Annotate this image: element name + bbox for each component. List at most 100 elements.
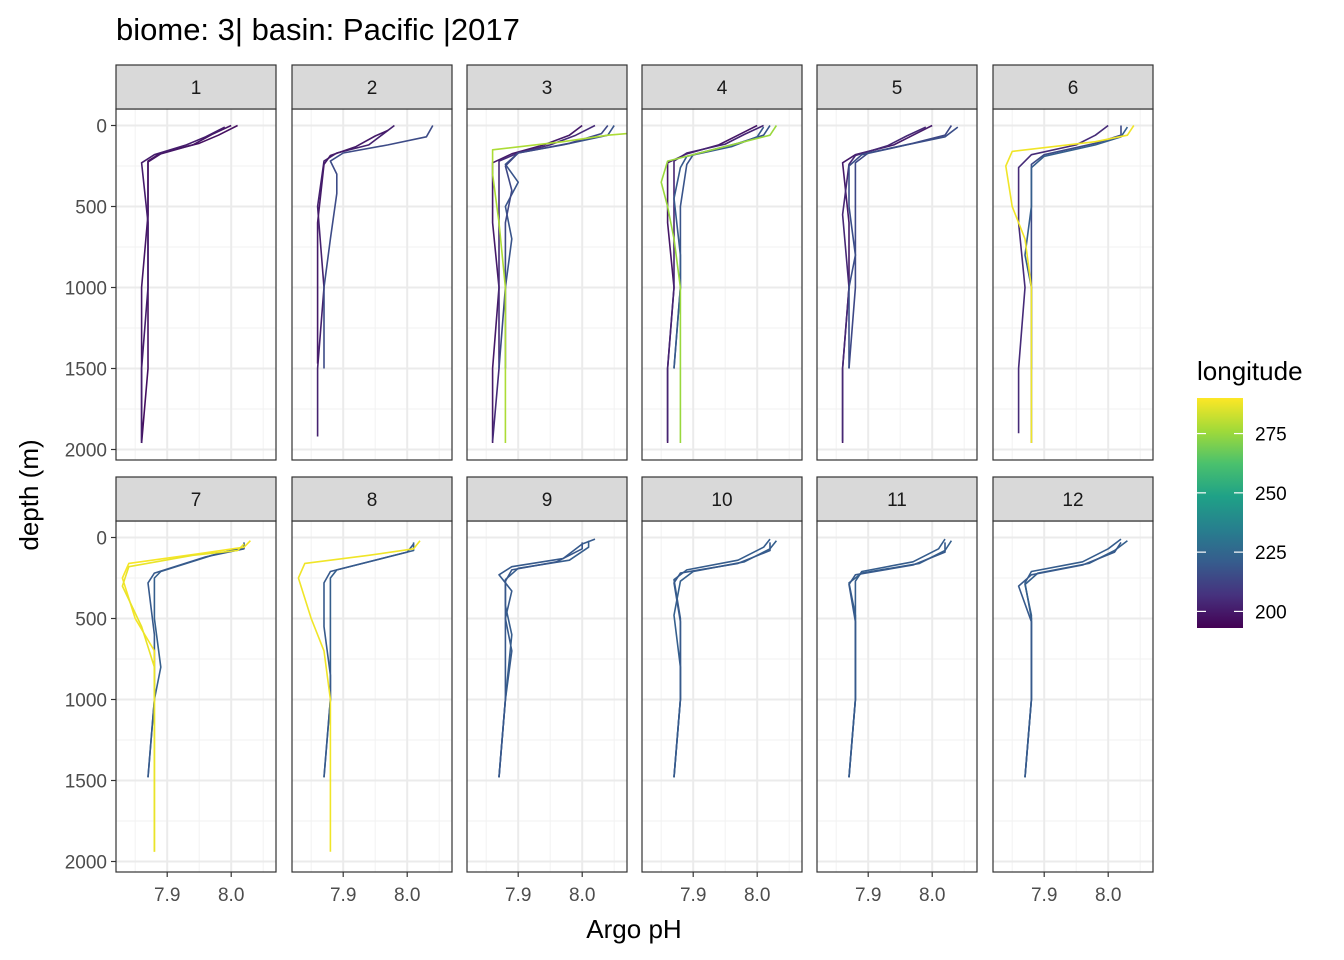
facet-panel-10: 10 7.9 8.0	[641, 476, 803, 906]
facet-strip	[115, 64, 277, 110]
profile-line-8-3	[297, 540, 421, 852]
y-tick-label: 500	[75, 198, 107, 219]
y-tick-label: 2000	[65, 441, 107, 462]
x-axis-title: Argo pH	[586, 914, 681, 944]
panel-background	[116, 109, 276, 460]
facet-strip	[992, 64, 1154, 110]
profile-line-1-3	[140, 126, 226, 443]
x-tick-label: 8.0	[218, 885, 244, 906]
x-tick-label: 7.9	[855, 885, 881, 906]
profile-line-5-4	[848, 126, 959, 369]
y-tick-label: 1500	[65, 772, 107, 793]
profile-line-1-2	[140, 124, 232, 442]
legend-tick-label: 200	[1255, 602, 1287, 623]
profile-line-3-2	[491, 124, 596, 442]
y-tick-label: 1000	[65, 691, 107, 712]
profile-line-11-3	[848, 542, 946, 778]
facet-strip	[291, 64, 453, 110]
panel-background	[116, 521, 276, 872]
facet-panel-12: 12 7.9 8.0	[992, 476, 1154, 906]
facet-strip	[992, 476, 1154, 522]
facet-strip-label: 11	[887, 490, 907, 511]
profile-line-5-2	[841, 126, 927, 442]
panel-background	[292, 521, 452, 872]
profile-line-3-3	[504, 125, 615, 369]
profile-line-2-3	[323, 125, 434, 369]
x-tick-label: 8.0	[569, 885, 595, 906]
facet-strip	[466, 64, 628, 110]
legend-tick-label: 275	[1255, 425, 1287, 446]
panel-background	[817, 521, 977, 872]
facet-strip-label: 2	[367, 78, 378, 99]
facet-strip-label: 12	[1062, 490, 1083, 511]
facet-panel-11: 11 7.9 8.0	[816, 476, 978, 906]
panel-background	[642, 109, 802, 460]
facet-strip	[466, 476, 628, 522]
panel-background	[993, 521, 1153, 872]
facet-strip	[816, 476, 978, 522]
profile-line-10-3	[673, 542, 771, 778]
facet-panel-2: 2	[291, 64, 453, 461]
profile-line-9-3	[498, 542, 584, 778]
profile-line-6-1	[1017, 124, 1109, 434]
profile-line-5-3	[848, 125, 953, 369]
chart-title: biome: 3| basin: Pacific |2017	[116, 12, 520, 47]
facet-strip-label: 5	[892, 78, 903, 99]
facet-strip	[115, 476, 277, 522]
profile-line-7-1	[147, 542, 245, 778]
x-tick-label: 8.0	[1095, 885, 1121, 906]
y-tick-label: 0	[96, 117, 107, 138]
legend-title: longitude	[1197, 356, 1303, 386]
y-tick-label: 1000	[65, 279, 107, 300]
facet-strip-label: 1	[191, 78, 202, 99]
panel-background	[993, 109, 1153, 460]
x-tick-label: 8.0	[744, 885, 770, 906]
x-tick-label: 8.0	[919, 885, 945, 906]
facet-strip-label: 3	[542, 78, 553, 99]
legend-colorbar	[1197, 398, 1243, 628]
profile-line-4-5	[660, 125, 778, 443]
y-tick-label: 500	[75, 610, 107, 631]
facet-panel-1: 1 0 500 1000 1500 2000	[65, 64, 277, 462]
panel-background	[467, 521, 627, 872]
x-tick-label: 7.9	[154, 885, 180, 906]
profile-line-3-4	[498, 125, 609, 369]
y-tick-label: 1500	[65, 360, 107, 381]
x-tick-label: 7.9	[1031, 885, 1057, 906]
profile-line-2-2	[316, 129, 389, 364]
facet-strip-label: 10	[711, 490, 732, 511]
legend: longitude 200 225 250 275	[1197, 356, 1303, 628]
profile-line-3-5	[491, 132, 628, 443]
facet-panel-3: 3	[466, 64, 628, 461]
facet-panel-5: 5	[816, 64, 978, 461]
legend-ticks: 200 225 250 275	[1197, 425, 1287, 623]
profile-line-7-4	[121, 543, 245, 852]
facet-strip	[291, 476, 453, 522]
facet-panel-7: 7 0 500 1000 1500 2000 7.9 8.0	[65, 476, 277, 906]
profile-line-4-2	[666, 124, 764, 442]
facet-strip-label: 9	[542, 490, 553, 511]
panel-background	[292, 109, 452, 460]
profile-line-2-1	[316, 124, 395, 437]
x-tick-label: 7.9	[505, 885, 531, 906]
x-tick-label: 7.9	[330, 885, 356, 906]
facet-strip-label: 8	[367, 490, 378, 511]
facet-strip	[641, 64, 803, 110]
y-tick-label: 0	[96, 529, 107, 550]
profile-line-12-3	[1017, 541, 1122, 778]
facet-panel-6: 6	[992, 64, 1154, 461]
facet-strip-label: 7	[191, 490, 202, 511]
facet-panel-9: 9 7.9 8.0	[466, 476, 628, 906]
y-tick-label: 2000	[65, 853, 107, 874]
x-tick-label: 8.0	[394, 885, 420, 906]
facet-strip	[816, 64, 978, 110]
panel-background	[817, 109, 977, 460]
legend-tick-label: 225	[1255, 543, 1287, 564]
legend-tick-label: 250	[1255, 484, 1287, 505]
panel-background	[467, 109, 627, 460]
profile-line-6-4	[1004, 125, 1135, 443]
panel-background	[642, 521, 802, 872]
x-tick-label: 7.9	[680, 885, 706, 906]
